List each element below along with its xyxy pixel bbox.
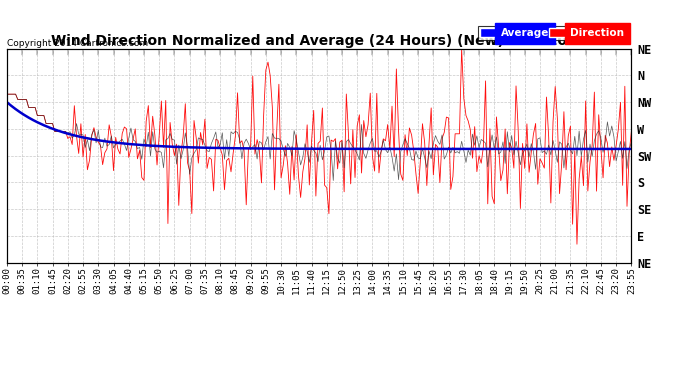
Legend: Average, Direction: Average, Direction	[478, 26, 626, 40]
Text: Copyright 2014 Cartronics.com: Copyright 2014 Cartronics.com	[7, 39, 148, 48]
Title: Wind Direction Normalized and Average (24 Hours) (New) 20141019: Wind Direction Normalized and Average (2…	[52, 34, 586, 48]
